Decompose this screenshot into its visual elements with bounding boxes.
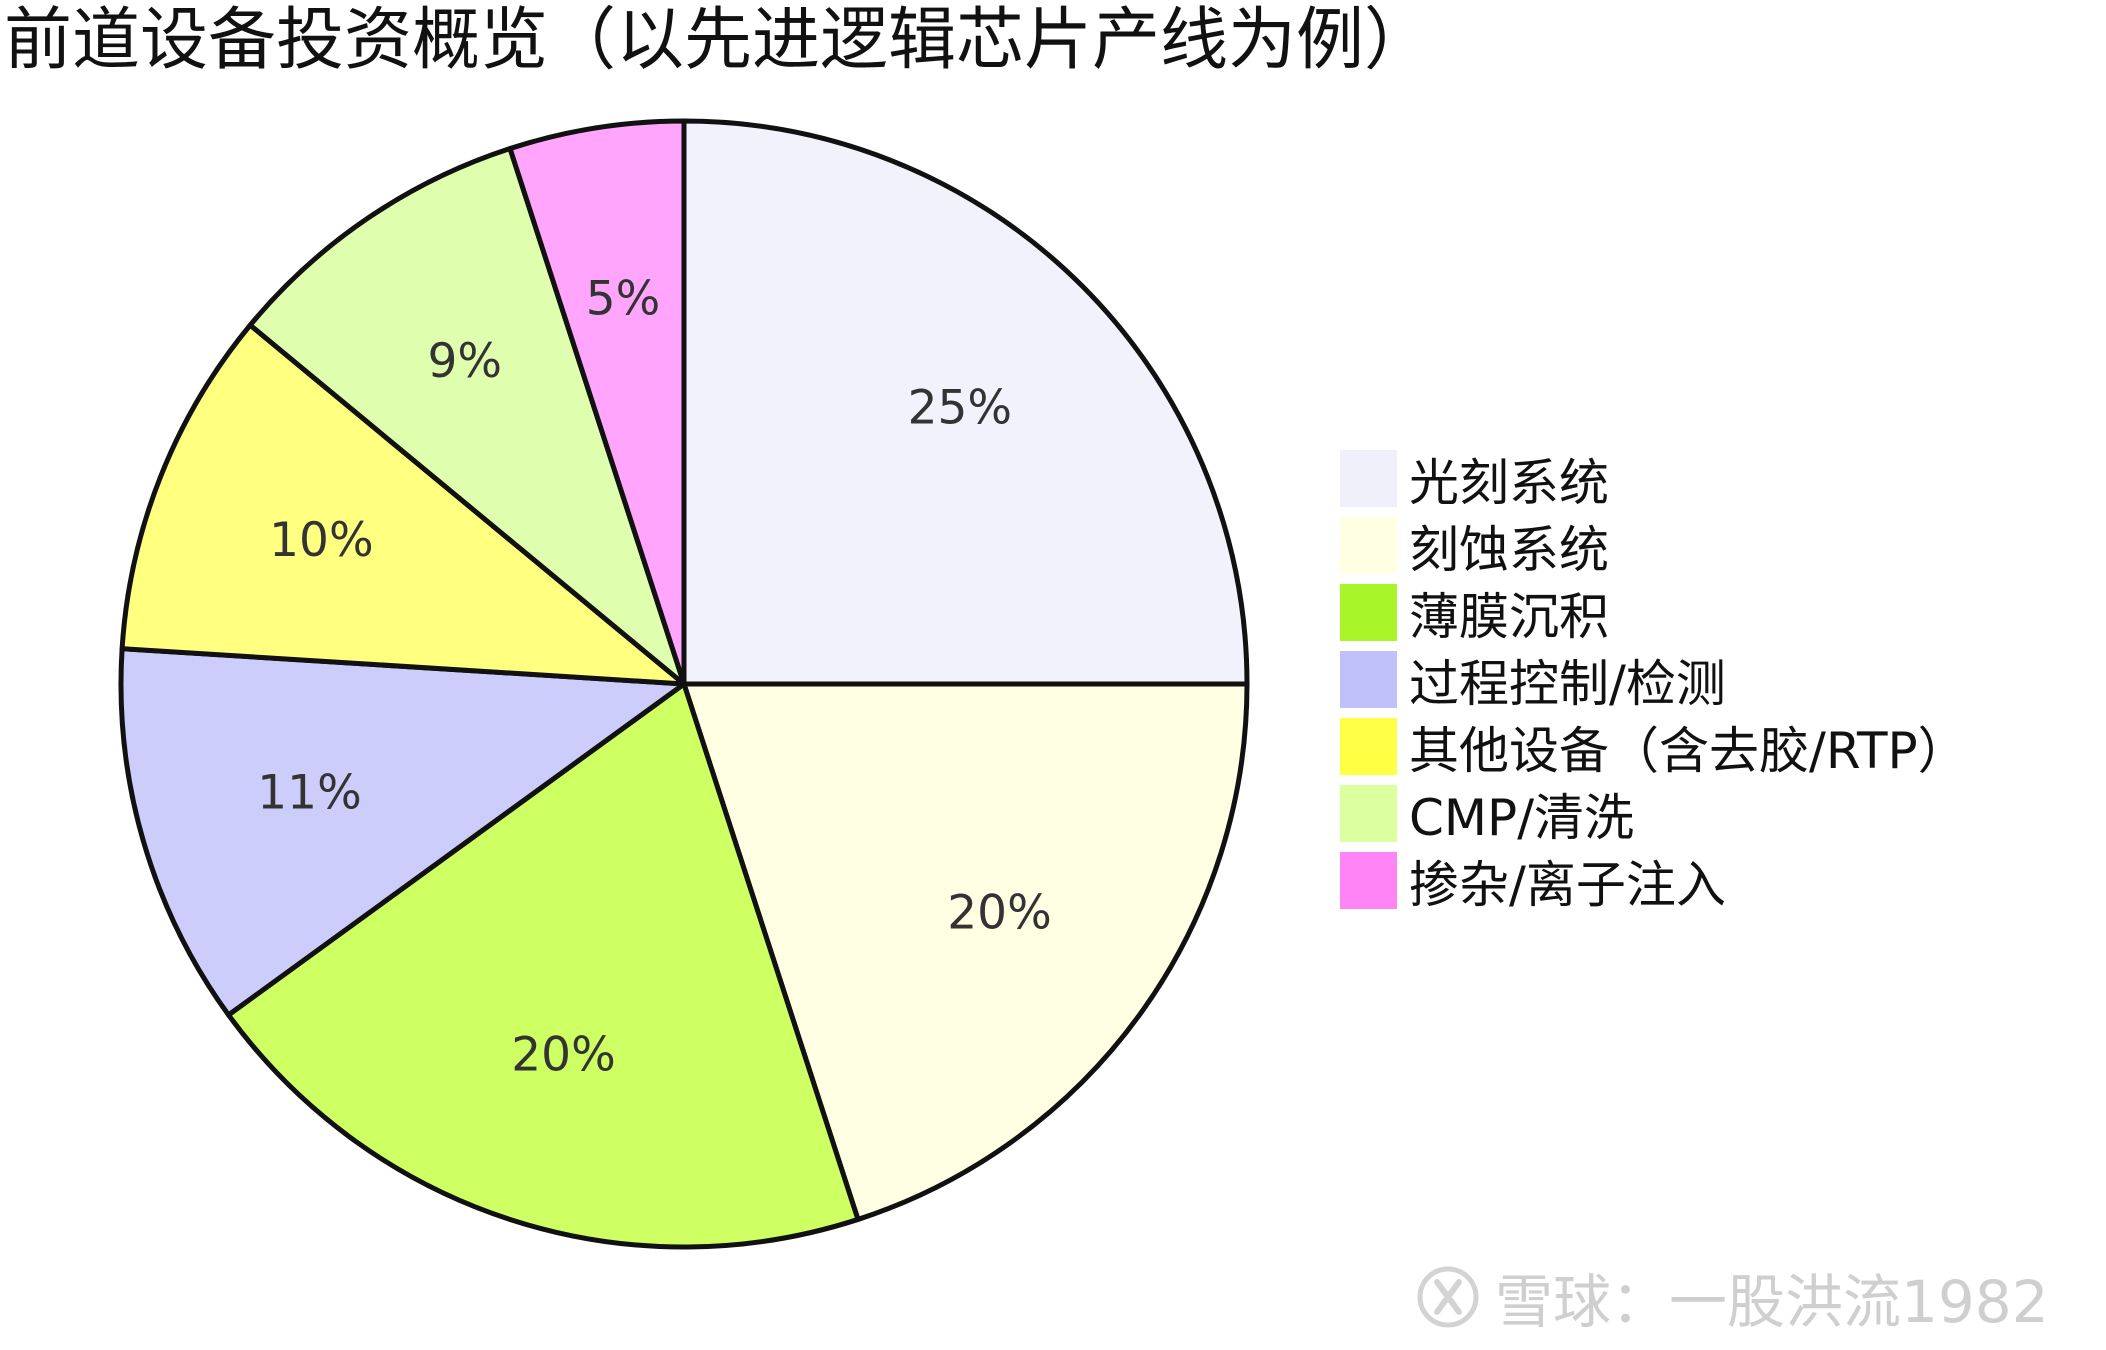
- pie-slice-5: [119, 322, 687, 687]
- legend-item-1: 光刻系统: [1340, 445, 1968, 512]
- pie-slices: [118, 118, 1250, 1250]
- legend-swatch: [1340, 584, 1397, 641]
- legend-item-2: 刻蚀系统: [1340, 512, 1968, 579]
- slice-label-2: 20%: [947, 886, 1051, 941]
- legend-item-7: 掺杂/离子注入: [1340, 847, 1968, 914]
- slice-label-3: 20%: [511, 1027, 615, 1082]
- slice-label-6: 9%: [428, 334, 503, 389]
- slice-label-7: 5%: [586, 271, 661, 326]
- legend-label: 过程控制/检测: [1409, 654, 1726, 713]
- pie-slice-4: [118, 646, 687, 1018]
- legend: 光刻系统刻蚀系统薄膜沉积过程控制/检测其他设备（含去胶/RTP） CMP/清洗掺杂…: [1340, 445, 1968, 914]
- legend-item-4: 过程控制/检测: [1340, 646, 1968, 713]
- pie-slice-2: [681, 681, 1250, 1222]
- legend-label: CMP/清洗: [1409, 788, 1635, 847]
- legend-swatch: [1340, 785, 1397, 842]
- legend-swatch: [1340, 852, 1397, 909]
- legend-item-5: 其他设备（含去胶/RTP）: [1340, 713, 1968, 780]
- legend-label: 刻蚀系统: [1409, 520, 1609, 579]
- pie-slice-6: [247, 146, 687, 687]
- watermark-text: 雪球：一股洪流1982: [1495, 1268, 2049, 1336]
- legend-label: 掺杂/离子注入: [1409, 855, 1726, 914]
- slice-label-4: 11%: [257, 765, 361, 820]
- pie-slice-labels: 25% 20% 20% 11% 10% 9% 5%: [257, 271, 1051, 1082]
- legend-swatch: [1340, 718, 1397, 775]
- legend-swatch: [1340, 450, 1397, 507]
- chart-title: 前道设备投资概览（以先进逻辑芯片产线为例）: [4, 1, 1433, 80]
- legend-label: 光刻系统: [1409, 453, 1609, 512]
- legend-item-6: CMP/清洗: [1340, 780, 1968, 847]
- pie-slice-3: [226, 681, 861, 1250]
- pie-chart: 25% 20% 20% 11% 10% 9% 5%: [118, 118, 1250, 1250]
- pie-slice-1: [681, 118, 1250, 687]
- slice-label-5: 10%: [269, 513, 373, 568]
- watermark: 雪球：一股洪流1982: [1415, 1255, 2049, 1339]
- legend-swatch: [1340, 651, 1397, 708]
- pie-slice-7: [507, 118, 687, 687]
- legend-label: 薄膜沉积: [1409, 587, 1609, 646]
- legend-swatch: [1340, 517, 1397, 574]
- legend-label: 其他设备（含去胶/RTP）: [1409, 721, 1968, 780]
- snowball-logo-icon: [1417, 1266, 1479, 1328]
- slice-label-1: 25%: [908, 381, 1012, 436]
- legend-item-3: 薄膜沉积: [1340, 579, 1968, 646]
